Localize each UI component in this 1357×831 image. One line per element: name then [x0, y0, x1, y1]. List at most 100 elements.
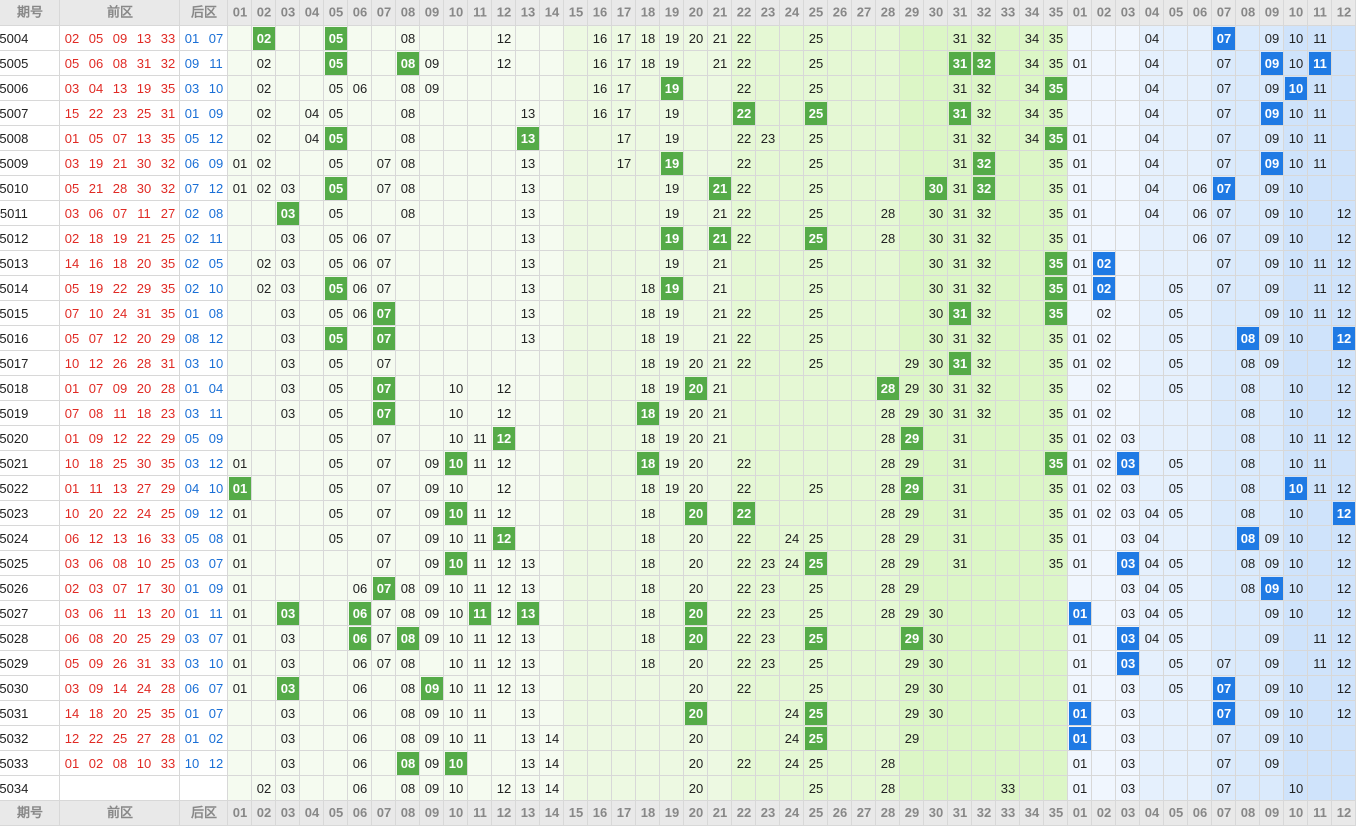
front-trend: 05 — [329, 406, 343, 421]
front-trend: 09 — [425, 606, 439, 621]
header-col: 11 — [1313, 4, 1327, 19]
front-trend: 01 — [233, 656, 247, 671]
front-trend: 05 — [329, 531, 343, 546]
back-trend: 12 — [1337, 681, 1351, 696]
col-bg — [948, 0, 972, 826]
col-bg — [780, 0, 804, 826]
front-trend: 06 — [353, 781, 367, 796]
front-trend: 11 — [473, 531, 487, 546]
col-bg — [708, 0, 732, 826]
issue: 2025030 — [0, 681, 28, 696]
front-trend: 25 — [809, 556, 823, 571]
front-trend: 07 — [377, 556, 391, 571]
front-trend: 32 — [977, 256, 991, 271]
front-trend: 07 — [377, 506, 391, 521]
front-trend: 09 — [425, 556, 439, 571]
back-trend: 08 — [1241, 456, 1255, 471]
back-trend: 03 — [1121, 531, 1135, 546]
front-trend: 35 — [1049, 331, 1063, 346]
issue: 2025009 — [0, 156, 28, 171]
front-number: 01 — [65, 131, 79, 146]
front-hit — [733, 502, 755, 525]
front-number: 11 — [113, 406, 127, 421]
front-trend: 29 — [905, 531, 919, 546]
front-trend: 06 — [353, 631, 367, 646]
front-trend: 31 — [953, 456, 967, 471]
front-hit — [325, 327, 347, 350]
front-hit — [805, 102, 827, 125]
front-trend: 12 — [497, 556, 511, 571]
front-hit — [373, 302, 395, 325]
front-trend: 07 — [377, 431, 391, 446]
front-trend: 18 — [641, 356, 655, 371]
front-trend: 13 — [521, 256, 535, 271]
front-trend: 31 — [953, 531, 967, 546]
front-trend: 32 — [977, 181, 991, 196]
header-col: 08 — [1241, 805, 1255, 820]
back-trend: 04 — [1145, 56, 1159, 71]
back-trend: 12 — [1337, 631, 1351, 646]
front-trend: 03 — [281, 781, 295, 796]
front-trend: 09 — [425, 481, 439, 496]
front-number: 02 — [65, 31, 79, 46]
front-hit — [325, 27, 347, 50]
front-trend: 07 — [377, 581, 391, 596]
back-trend: 05 — [1169, 356, 1183, 371]
back-trend: 10 — [1289, 556, 1303, 571]
front-hit — [637, 402, 659, 425]
back-trend: 10 — [1289, 581, 1303, 596]
header-col: 27 — [857, 4, 871, 19]
back-trend: 07 — [1217, 131, 1231, 146]
back-number: 10 — [209, 356, 223, 371]
col-bg — [396, 0, 420, 826]
back-trend: 09 — [1265, 706, 1279, 721]
back-number: 07 — [185, 181, 199, 196]
front-number: 20 — [161, 606, 175, 621]
front-trend: 25 — [809, 306, 823, 321]
front-number: 30 — [137, 456, 151, 471]
front-trend: 03 — [281, 381, 295, 396]
front-hit — [685, 602, 707, 625]
front-hit — [637, 452, 659, 475]
front-trend: 21 — [713, 356, 727, 371]
back-number: 01 — [185, 606, 199, 621]
back-number: 03 — [185, 356, 199, 371]
front-trend: 18 — [641, 506, 655, 521]
front-trend: 35 — [1049, 556, 1063, 571]
front-trend: 29 — [905, 356, 919, 371]
back-trend: 12 — [1337, 556, 1351, 571]
front-trend: 04 — [305, 131, 319, 146]
front-number: 22 — [113, 506, 127, 521]
back-trend: 04 — [1145, 531, 1159, 546]
front-number: 28 — [161, 681, 175, 696]
front-number: 06 — [89, 556, 103, 571]
back-number: 12 — [209, 456, 223, 471]
front-trend: 20 — [689, 556, 703, 571]
back-trend: 10 — [1289, 206, 1303, 221]
back-trend: 09 — [1265, 531, 1279, 546]
back-number: 11 — [209, 406, 223, 421]
front-trend: 07 — [377, 356, 391, 371]
back-trend: 12 — [1337, 431, 1351, 446]
front-number: 29 — [161, 431, 175, 446]
back-trend: 11 — [1313, 306, 1327, 321]
back-trend: 12 — [1337, 381, 1351, 396]
header-col: 26 — [833, 805, 847, 820]
front-trend: 12 — [497, 406, 511, 421]
header-col: 24 — [785, 4, 800, 19]
front-trend: 23 — [761, 131, 775, 146]
front-trend: 28 — [881, 606, 895, 621]
front-trend: 18 — [641, 306, 655, 321]
front-trend: 09 — [425, 56, 439, 71]
back-trend: 01 — [1073, 256, 1087, 271]
issue: 2025026 — [0, 581, 28, 596]
back-number: 07 — [209, 31, 223, 46]
front-trend: 18 — [641, 481, 655, 496]
front-trend: 08 — [401, 81, 415, 96]
front-trend: 03 — [281, 181, 295, 196]
front-number: 05 — [89, 31, 103, 46]
back-trend: 11 — [1313, 156, 1327, 171]
back-trend: 10 — [1289, 131, 1303, 146]
front-trend: 01 — [233, 531, 247, 546]
front-trend: 14 — [545, 756, 559, 771]
